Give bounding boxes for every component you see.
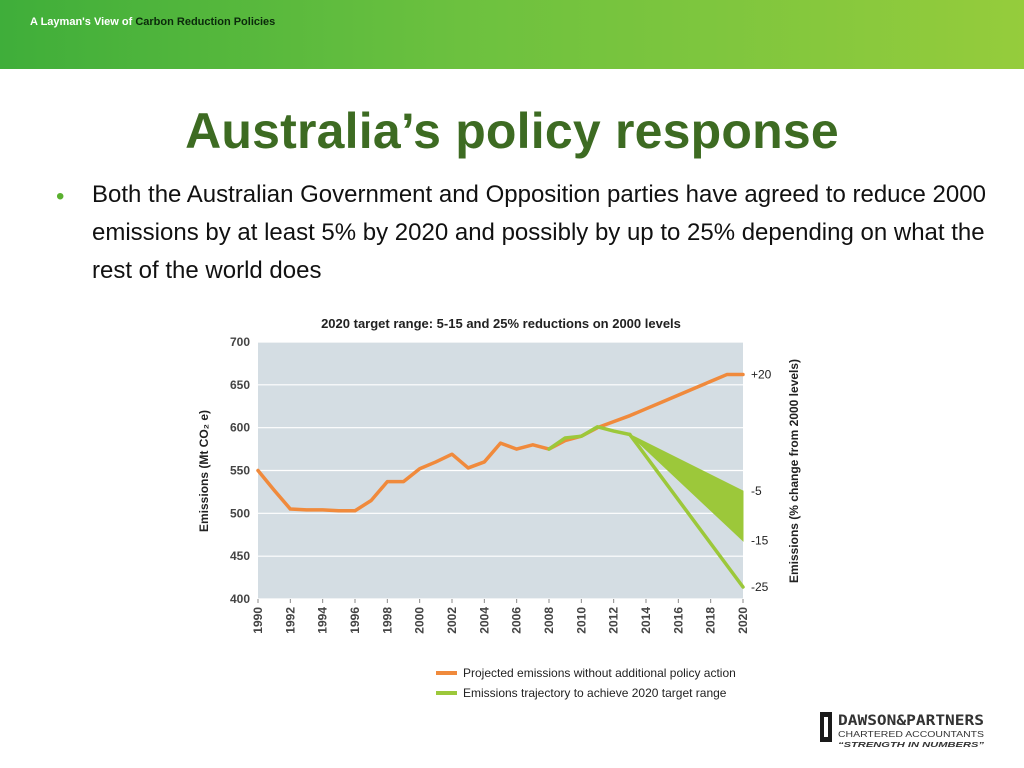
y-tick-label: 400 [230,592,250,606]
target-fan-area [629,434,744,542]
y-tick-label: 650 [230,378,250,392]
right-axis-label: +20 [751,368,772,382]
x-tick-label: 2012 [607,607,621,634]
logo-mark [820,712,832,742]
x-axis-ticks: 1990 1992 1994 1996 1998 2000 2002 2004 2006 2008… [251,599,750,634]
bullet-text: Both the Australian Government and Oppos… [92,181,986,284]
x-tick-label: 2014 [639,607,653,634]
y-tick-label: 450 [230,549,250,563]
y-axis-label: Emissions (Mt CO₂ e) [197,410,211,532]
y2-axis-label: Emissions (% change from 2000 levels) [787,359,801,583]
right-axis-label: -5 [751,484,762,498]
x-tick-label: 2006 [510,607,524,634]
y-tick-label: 550 [230,464,250,478]
x-tick-label: 2020 [736,607,750,634]
y-tick-label: 600 [230,421,250,435]
x-tick-label: 2004 [477,607,491,634]
bullet-marker: • [56,183,65,210]
x-tick-label: 2018 [704,607,718,634]
x-tick-label: 2008 [542,607,556,634]
legend-label-projected: Projected emissions without additional p… [463,666,736,680]
header-banner: A Layman's View of Carbon Reduction Poli… [0,0,1024,69]
header-subject: Carbon Reduction Policies [135,16,276,28]
series-target [547,425,632,451]
emissions-chart: 2020 target range: 5-15 and 25% reductio… [197,316,801,700]
logo-tagline: “STRENGTH IN NUMBERS” [838,742,985,749]
x-tick-label: 2010 [574,607,588,634]
y-axis-ticks: 400 450 500 550 600 650 700 [230,335,250,606]
logo-subtitle: CHARTERED ACCOUNTANTS [838,730,984,739]
dawson-partners-logo: DAWSON&PARTNERS CHARTERED ACCOUNTANTS “S… [820,712,985,749]
series-lines [256,372,745,513]
y-tick-label: 500 [230,506,250,520]
y-tick-label: 700 [230,335,250,349]
x-tick-label: 2000 [413,607,427,634]
x-tick-label: 2016 [671,607,685,634]
legend: Projected emissions without additional p… [436,666,736,700]
chart-title: 2020 target range: 5-15 and 25% reductio… [321,316,681,331]
target-fan [628,432,745,589]
x-tick-label: 1996 [348,607,362,634]
x-tick-label: 1994 [316,607,330,634]
logo-name: DAWSON&PARTNERS [838,713,984,729]
grid-lines [258,341,743,600]
x-tick-label: 1998 [380,607,394,634]
header-prefix: A Layman's View of [30,16,133,28]
x-tick-label: 2002 [445,607,459,634]
right-axis-label: -15 [751,534,769,548]
header-text: A Layman's View of Carbon Reduction Poli… [30,16,275,28]
slide-title: Australia’s policy response [185,103,839,159]
series-projected [256,372,745,513]
right-axis-labels: +20 -5 -15 -25 [751,368,772,594]
legend-label-target: Emissions trajectory to achieve 2020 tar… [463,686,727,700]
right-axis-label: -25 [751,580,769,594]
x-tick-label: 1992 [283,607,297,634]
target-line-25 [628,432,745,589]
x-tick-label: 1990 [251,607,265,634]
